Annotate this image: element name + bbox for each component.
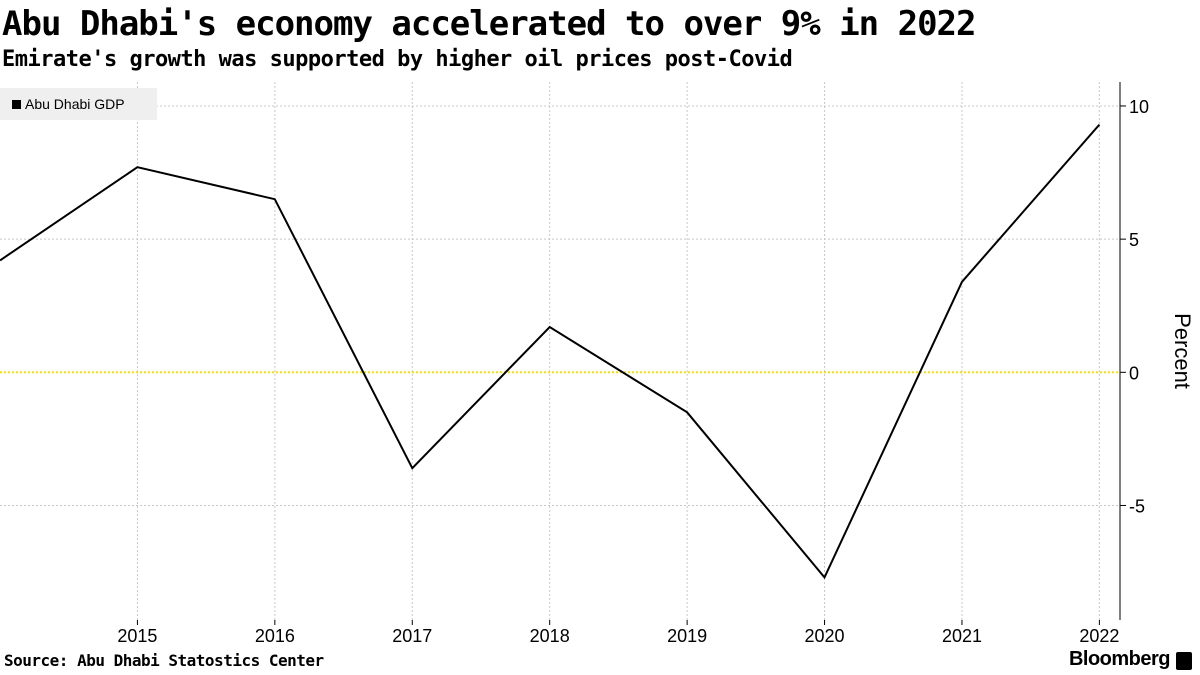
y-tick-label: 10 — [1129, 97, 1149, 117]
x-tick-label: 2019 — [667, 626, 707, 646]
y-tick-label: -5 — [1129, 496, 1145, 516]
y-tick-label: 5 — [1129, 230, 1139, 250]
x-tick-label: 2020 — [805, 626, 845, 646]
x-tick-label: 2022 — [1079, 626, 1119, 646]
x-tick-label: 2016 — [255, 626, 295, 646]
source-note: Source: Abu Dhabi Statostics Center — [4, 651, 324, 670]
chart-subtitle: Emirate's growth was supported by higher… — [2, 47, 793, 72]
x-tick-label: 2018 — [530, 626, 570, 646]
legend: Abu Dhabi GDP — [0, 88, 157, 120]
x-tick-label: 2017 — [392, 626, 432, 646]
x-tick-label: 2021 — [942, 626, 982, 646]
x-tick-label: 2015 — [117, 626, 157, 646]
legend-swatch — [12, 99, 21, 109]
chart-title: Abu Dhabi's economy accelerated to over … — [2, 4, 976, 44]
legend-label: Abu Dhabi GDP — [25, 96, 125, 112]
y-tick-label: 0 — [1129, 363, 1139, 383]
y-axis-label: Percent — [1170, 313, 1195, 389]
bloomberg-logo: Bloomberg — [1068, 648, 1171, 670]
bloomberg-chart-icon — [1176, 652, 1192, 670]
